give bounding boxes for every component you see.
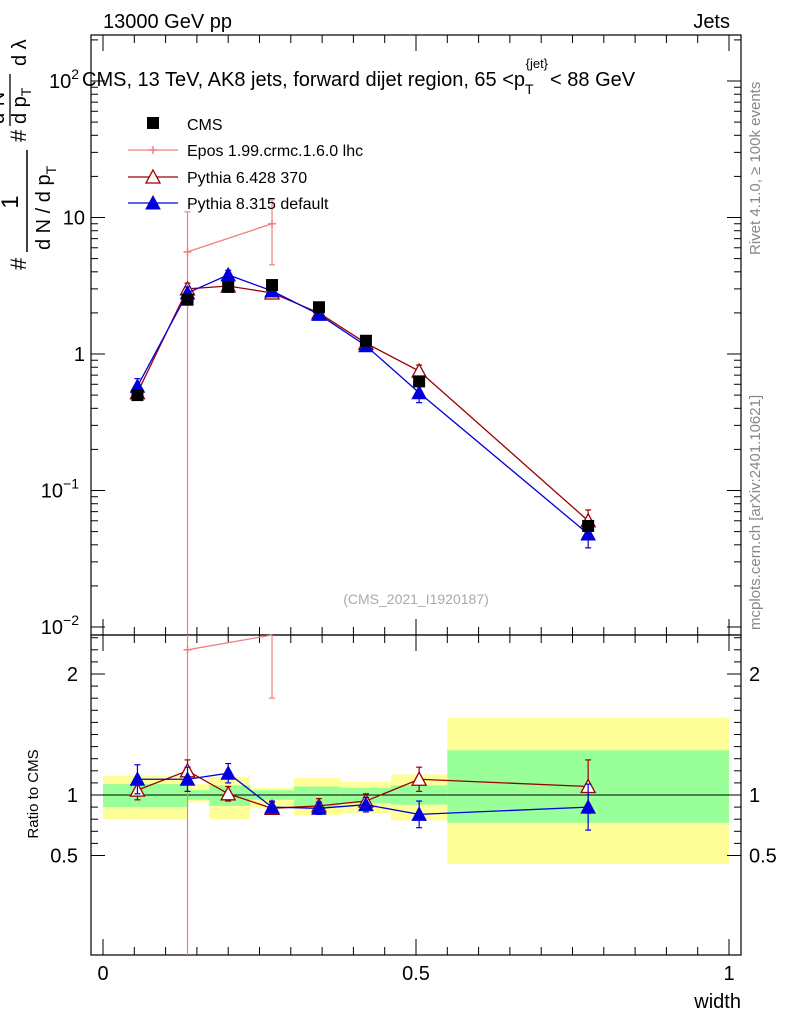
ratio-band-green (103, 784, 188, 808)
data-point (222, 280, 235, 293)
ratio-axis-ticks: 0.5 0.5 1 1 2 2 0 0.5 1 (50, 635, 777, 985)
plot-title: CMS, 13 TeV, AK8 jets, forward dijet reg… (82, 56, 636, 97)
data-point (582, 519, 595, 532)
series-pythia-8-315-default (129, 762, 596, 831)
main-ytick-label: 10−1 (41, 476, 79, 503)
ratio-bands (91, 717, 741, 864)
data-point (312, 301, 325, 314)
main-ytick-label: 10 (63, 208, 85, 230)
series-pythia-8-315-default (129, 266, 596, 549)
legend-marker-epos (149, 146, 157, 154)
main-ytick-label: 1 (74, 344, 85, 366)
xtick-label: 0.5 (402, 963, 430, 985)
ratio-series (129, 634, 597, 955)
data-point (413, 375, 426, 388)
main-series (129, 199, 597, 635)
xtick-label: 0 (97, 963, 108, 985)
data-point (311, 800, 327, 815)
main-ylabel: # 1 d N / d pT # d²N d pT d λ (0, 39, 59, 270)
ylabel-hash-2: # (6, 129, 31, 142)
main-ytick-label: 102 (49, 66, 79, 93)
series-line (136, 274, 589, 535)
data-point (358, 796, 374, 812)
legend: CMS Epos 1.99.crmc.1.6.0 lhc Pythia 6.42… (128, 117, 363, 213)
ratio-ytick-label-right: 1 (749, 785, 760, 807)
data-point (311, 306, 327, 321)
ratio-ytick-label: 2 (67, 664, 78, 686)
series-epos-1-99-crmc-1-6-0-lhc (183, 634, 276, 955)
xtick-label: 1 (723, 963, 734, 985)
legend-label-cms: CMS (187, 117, 223, 134)
legend-marker-pythia6 (144, 168, 162, 184)
ylabel-num: 1 (0, 195, 24, 208)
series-epos-1-99-crmc-1-6-0-lhc (183, 199, 277, 635)
data-point (179, 771, 196, 786)
analysis-id: (CMS_2021_I1920187) (343, 591, 489, 607)
site-note: mcplots.cern.ch [arXiv:2401.10621] (747, 395, 764, 630)
data-point (264, 799, 280, 814)
data-point (266, 279, 279, 292)
ratio-ytick-label-right: 2 (749, 664, 760, 686)
legend-marker-cms (147, 117, 159, 129)
ratio-ytick-label: 1 (67, 785, 78, 807)
data-point (359, 334, 372, 347)
ylabel-hash-1: # (6, 257, 31, 270)
ratio-ytick-label-right: 0.5 (749, 846, 777, 868)
ylabel-den: d N / d pT (33, 165, 59, 250)
data-point (220, 266, 237, 282)
legend-label-pythia8: Pythia 8.315 default (187, 196, 329, 213)
ratio-panel: 0.5 0.5 1 1 2 2 0 0.5 1 Ratio to CMS width (25, 634, 777, 1013)
series-line (187, 634, 273, 651)
series-line (187, 223, 273, 253)
series-line (137, 772, 589, 816)
data-point (411, 806, 427, 821)
ratio-ylabel: Ratio to CMS (25, 749, 42, 838)
series-cms (131, 279, 595, 532)
data-point (131, 389, 144, 402)
data-point (411, 770, 428, 786)
legend-label-epos: Epos 1.99.crmc.1.6.0 lhc (187, 143, 363, 160)
data-point (181, 293, 194, 306)
category-label: Jets (693, 11, 730, 33)
xlabel: width (693, 991, 741, 1013)
data-point (129, 771, 146, 786)
main-ytick-label: 10−2 (41, 612, 79, 639)
series-line (136, 285, 589, 522)
rivet-note: Rivet 4.1.0, ≥ 100k events (747, 82, 764, 255)
data-point (580, 799, 596, 814)
ratio-band-green (293, 786, 341, 808)
data-point (411, 384, 427, 400)
ylabel-frac2-num: d²N (0, 92, 9, 124)
ylabel-dlambda: d λ (9, 39, 31, 66)
ylabel-frac2-den: d pT (9, 87, 34, 124)
main-panel: 102 10 1 10−1 10−2 CMS, 13 TeV, AK8 jets, fo… (0, 34, 742, 639)
data-point (580, 525, 596, 541)
data-point (220, 765, 237, 780)
data-point (220, 785, 237, 801)
ratio-ytick-label: 0.5 (50, 846, 78, 868)
series-pythia-6-428-370 (129, 277, 597, 535)
main-axis-ticks: 102 10 1 10−1 10−2 (41, 35, 741, 639)
legend-label-pythia6: Pythia 6.428 370 (187, 170, 307, 187)
legend-marker-pythia8 (145, 194, 161, 210)
beam-label: 13000 GeV pp (103, 11, 232, 33)
data-point (411, 362, 428, 378)
